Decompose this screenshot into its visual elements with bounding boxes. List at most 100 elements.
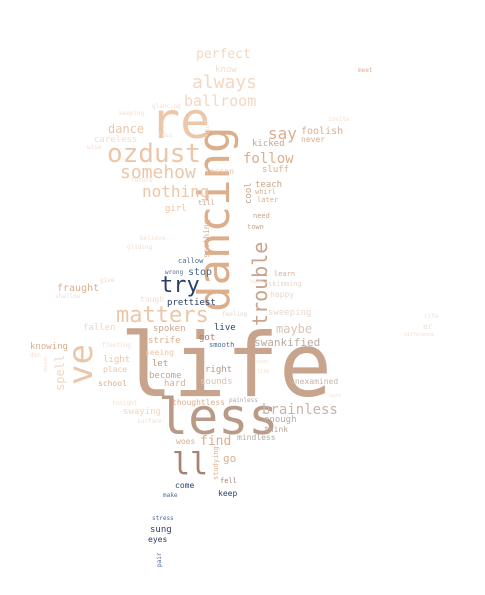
word-glancing: glancing: [152, 103, 181, 110]
word-live: live: [214, 323, 236, 333]
word-gliding: gliding: [127, 244, 153, 251]
word-wrong: wrong: [165, 269, 184, 276]
word-fuss: fuss: [158, 132, 173, 139]
word-go: go: [223, 452, 237, 465]
word-sounds: sounds: [200, 377, 233, 387]
word-tonight: tonight: [112, 400, 138, 407]
word-till: till: [198, 199, 215, 207]
word-got: got: [199, 333, 216, 343]
word-say: say: [268, 124, 297, 143]
word-sluff: sluff: [262, 165, 290, 175]
word-unexamined: unexamined: [290, 377, 339, 386]
word-nothing: nothing: [142, 182, 210, 201]
word-always: always: [192, 72, 258, 93]
word-lesson: lesson: [205, 167, 234, 176]
word-later: later: [257, 196, 279, 204]
word-ozdust: ozdust: [107, 139, 201, 169]
word-find: find: [200, 434, 232, 449]
word-spell: spell: [53, 354, 67, 391]
word-careless: careless: [94, 135, 138, 145]
word-never: never: [301, 135, 326, 144]
word-think: think: [264, 425, 289, 434]
word-future: future: [131, 177, 153, 184]
word-wise: wise: [87, 144, 102, 151]
word-brainless: brainless: [262, 402, 338, 418]
word-mindless: mindless: [237, 433, 276, 442]
word-rife: rife: [424, 313, 439, 320]
word-girl: girl: [165, 204, 187, 214]
word-school: school: [98, 379, 127, 388]
word-swaying: swaying: [123, 407, 161, 417]
word-woes: woes: [176, 437, 196, 446]
word-foolish: foolish: [301, 126, 344, 137]
word-sweeping: sweeping: [268, 308, 312, 318]
word-somehow: somehow: [120, 162, 196, 183]
word-soon: soon: [256, 359, 269, 365]
word-difference: difference: [404, 332, 435, 338]
word-make: make: [163, 492, 178, 499]
word-know: know: [215, 65, 237, 75]
word-try: try: [160, 273, 200, 298]
word-meet: meet: [358, 67, 373, 74]
word-town: town: [247, 223, 264, 231]
word-kicked: kicked: [252, 139, 285, 149]
word-bound: bound: [43, 356, 49, 372]
word-less: less: [158, 388, 279, 446]
word-spoken: spoken: [153, 324, 186, 334]
word-life: life: [120, 314, 332, 417]
word-cool: cool: [244, 182, 254, 204]
word-skimming: skimming: [268, 280, 302, 288]
word-need: need: [253, 212, 270, 220]
word-ve: ve: [61, 344, 101, 385]
word-whirl: whirl: [255, 188, 277, 196]
word-painless: painless: [229, 397, 258, 404]
word-callow: callow: [178, 257, 204, 265]
word-prettiest: prettiest: [167, 298, 216, 308]
word-keeping: keeping: [119, 110, 145, 117]
word-soothing: soothing: [202, 219, 211, 258]
word-stop: stop: [188, 267, 213, 278]
word-let: let: [152, 359, 169, 369]
word-fell: fell: [220, 477, 237, 485]
word-stress: stress: [152, 515, 174, 522]
word-ballroom: ballroom: [184, 92, 257, 110]
word-follow: follow: [243, 151, 294, 167]
word-shallow: shallow: [55, 293, 81, 300]
word-enough: enough: [264, 415, 297, 425]
word-teach: teach: [255, 180, 283, 190]
word-eyes: eyes: [148, 535, 168, 544]
word-ll: ll: [172, 447, 209, 482]
word-feeling: feeling: [222, 311, 248, 318]
word-fraught: fraught: [57, 283, 100, 294]
word-knowing: knowing: [30, 342, 68, 352]
word-place: place: [103, 365, 128, 374]
word-don: don: [30, 352, 41, 359]
word-sung: sung: [150, 525, 172, 535]
word-surface: surface: [137, 418, 163, 425]
word-fallen: fallen: [83, 323, 116, 333]
word-tough: tough: [140, 295, 165, 304]
word-pair: pair: [156, 552, 163, 567]
word-maybe: maybe: [276, 322, 313, 336]
word-dance: dance: [108, 122, 145, 136]
word-studying: studying: [212, 446, 220, 480]
word-thoughtless: thoughtless: [172, 398, 225, 407]
word-turf: turf: [204, 119, 211, 134]
word-invite: invite: [328, 116, 350, 123]
word-happy: happy: [270, 290, 295, 299]
word-strife: strife: [148, 336, 181, 346]
word-sure: sure: [329, 393, 342, 399]
word-perfect: perfect: [196, 47, 251, 62]
word-hard: hard: [164, 379, 186, 389]
word-give: give: [100, 277, 115, 284]
word-swankified: swankified: [254, 336, 321, 349]
word-learn: learn: [274, 270, 296, 278]
word-smooth: smooth: [209, 341, 235, 349]
word-er: er: [423, 322, 433, 331]
word-right: right: [205, 365, 233, 375]
word-seeing: seeing: [145, 348, 174, 357]
word-re: re: [150, 92, 211, 150]
word-hurt: hurt: [250, 279, 263, 285]
word-light: light: [103, 355, 131, 365]
